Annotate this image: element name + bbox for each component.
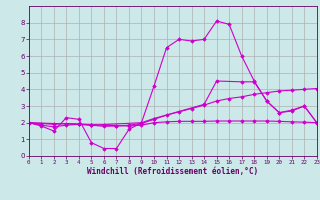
X-axis label: Windchill (Refroidissement éolien,°C): Windchill (Refroidissement éolien,°C) [87, 167, 258, 176]
